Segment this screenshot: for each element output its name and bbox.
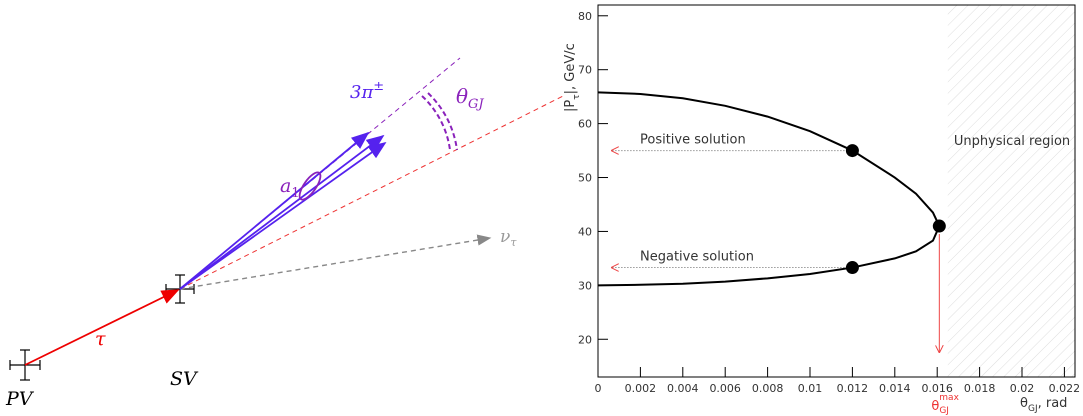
y-tick-label: 80 xyxy=(578,10,592,23)
pions-sup: ± xyxy=(373,79,384,94)
y-tick-label: 60 xyxy=(578,118,592,131)
x-tick-label: 0.01 xyxy=(798,382,823,395)
x-tick-label: 0.02 xyxy=(1010,382,1035,395)
pions-label: 3π± xyxy=(350,79,384,103)
y-axis-label: |Pτ|, GeV/c xyxy=(563,43,582,112)
tau-label: τ xyxy=(95,328,106,350)
x-tick-label: 0.018 xyxy=(964,382,996,395)
x-tick-label: 0.006 xyxy=(709,382,741,395)
nu-sub: τ xyxy=(510,236,517,249)
series-label: Positive solution xyxy=(640,133,746,148)
diagram: PV SV τ a1 3π± θGJ ντ xyxy=(5,57,566,410)
theta-label: θGJ xyxy=(456,84,484,112)
a1-sub: 1 xyxy=(291,186,299,201)
y-tick-label: 50 xyxy=(578,172,592,185)
nu-arrow xyxy=(179,234,492,290)
x-tick-label: 0.014 xyxy=(879,382,911,395)
theta-base: θ xyxy=(456,84,468,108)
y-tick-label: 40 xyxy=(578,225,592,238)
x-tick-label: 0.002 xyxy=(625,382,657,395)
solution-point xyxy=(845,261,859,275)
y-label-post: |, GeV/c xyxy=(563,43,578,94)
max-label: θmax GJ xyxy=(931,393,959,416)
tau-direction xyxy=(179,94,566,290)
region-label: Unphysical region xyxy=(954,134,1070,149)
theta-sub: GJ xyxy=(468,97,484,112)
y-label-pre: |P xyxy=(563,100,578,112)
solution-curve xyxy=(597,225,941,287)
x-label-pre: θ xyxy=(1020,396,1028,411)
pv-label: PV xyxy=(5,388,35,410)
sv-label: SV xyxy=(170,368,199,390)
pion-arrows xyxy=(179,131,387,290)
x-axis-label: θGJ, rad xyxy=(1020,396,1067,414)
nu-base: ν xyxy=(500,227,510,247)
y-tick-label: 30 xyxy=(578,279,592,292)
x-tick-label: 0.004 xyxy=(667,382,699,395)
max-label-sup: max xyxy=(939,393,959,403)
plot-frame xyxy=(597,4,1076,378)
x-tick-label: 0 xyxy=(595,382,602,395)
solution-point xyxy=(932,219,946,233)
max-label-sub: GJ xyxy=(939,406,949,416)
angle-arc xyxy=(421,95,451,151)
x-tick-label: 0.008 xyxy=(752,382,784,395)
pions-base: 3π xyxy=(350,82,374,103)
nu-label: ντ xyxy=(500,227,517,249)
series-label: Negative solution xyxy=(640,250,754,265)
y-tick-label: 70 xyxy=(578,64,592,77)
solution-curve xyxy=(597,91,941,227)
unphysical-region xyxy=(947,5,1075,377)
x-tick-label: 0.016 xyxy=(921,382,953,395)
tau-arrow xyxy=(24,289,180,366)
x-tick-label: 0.022 xyxy=(1049,382,1081,395)
angle-arc xyxy=(427,92,458,151)
a1-base: a xyxy=(280,175,291,197)
chart: Unphysical region 20 30 40 50 60 70 80 0 0.002 0.0… xyxy=(563,4,1081,416)
a1-label: a1 xyxy=(280,175,300,201)
y-tick-label: 20 xyxy=(578,333,592,346)
solution-point xyxy=(845,144,859,158)
max-label-base: θ xyxy=(931,399,939,414)
y-label-sub: τ xyxy=(572,94,582,99)
x-tick-label: 0.012 xyxy=(837,382,869,395)
a1-ellipse xyxy=(298,171,322,201)
x-label-sub: GJ xyxy=(1028,404,1038,414)
x-label-post: , rad xyxy=(1038,396,1068,411)
